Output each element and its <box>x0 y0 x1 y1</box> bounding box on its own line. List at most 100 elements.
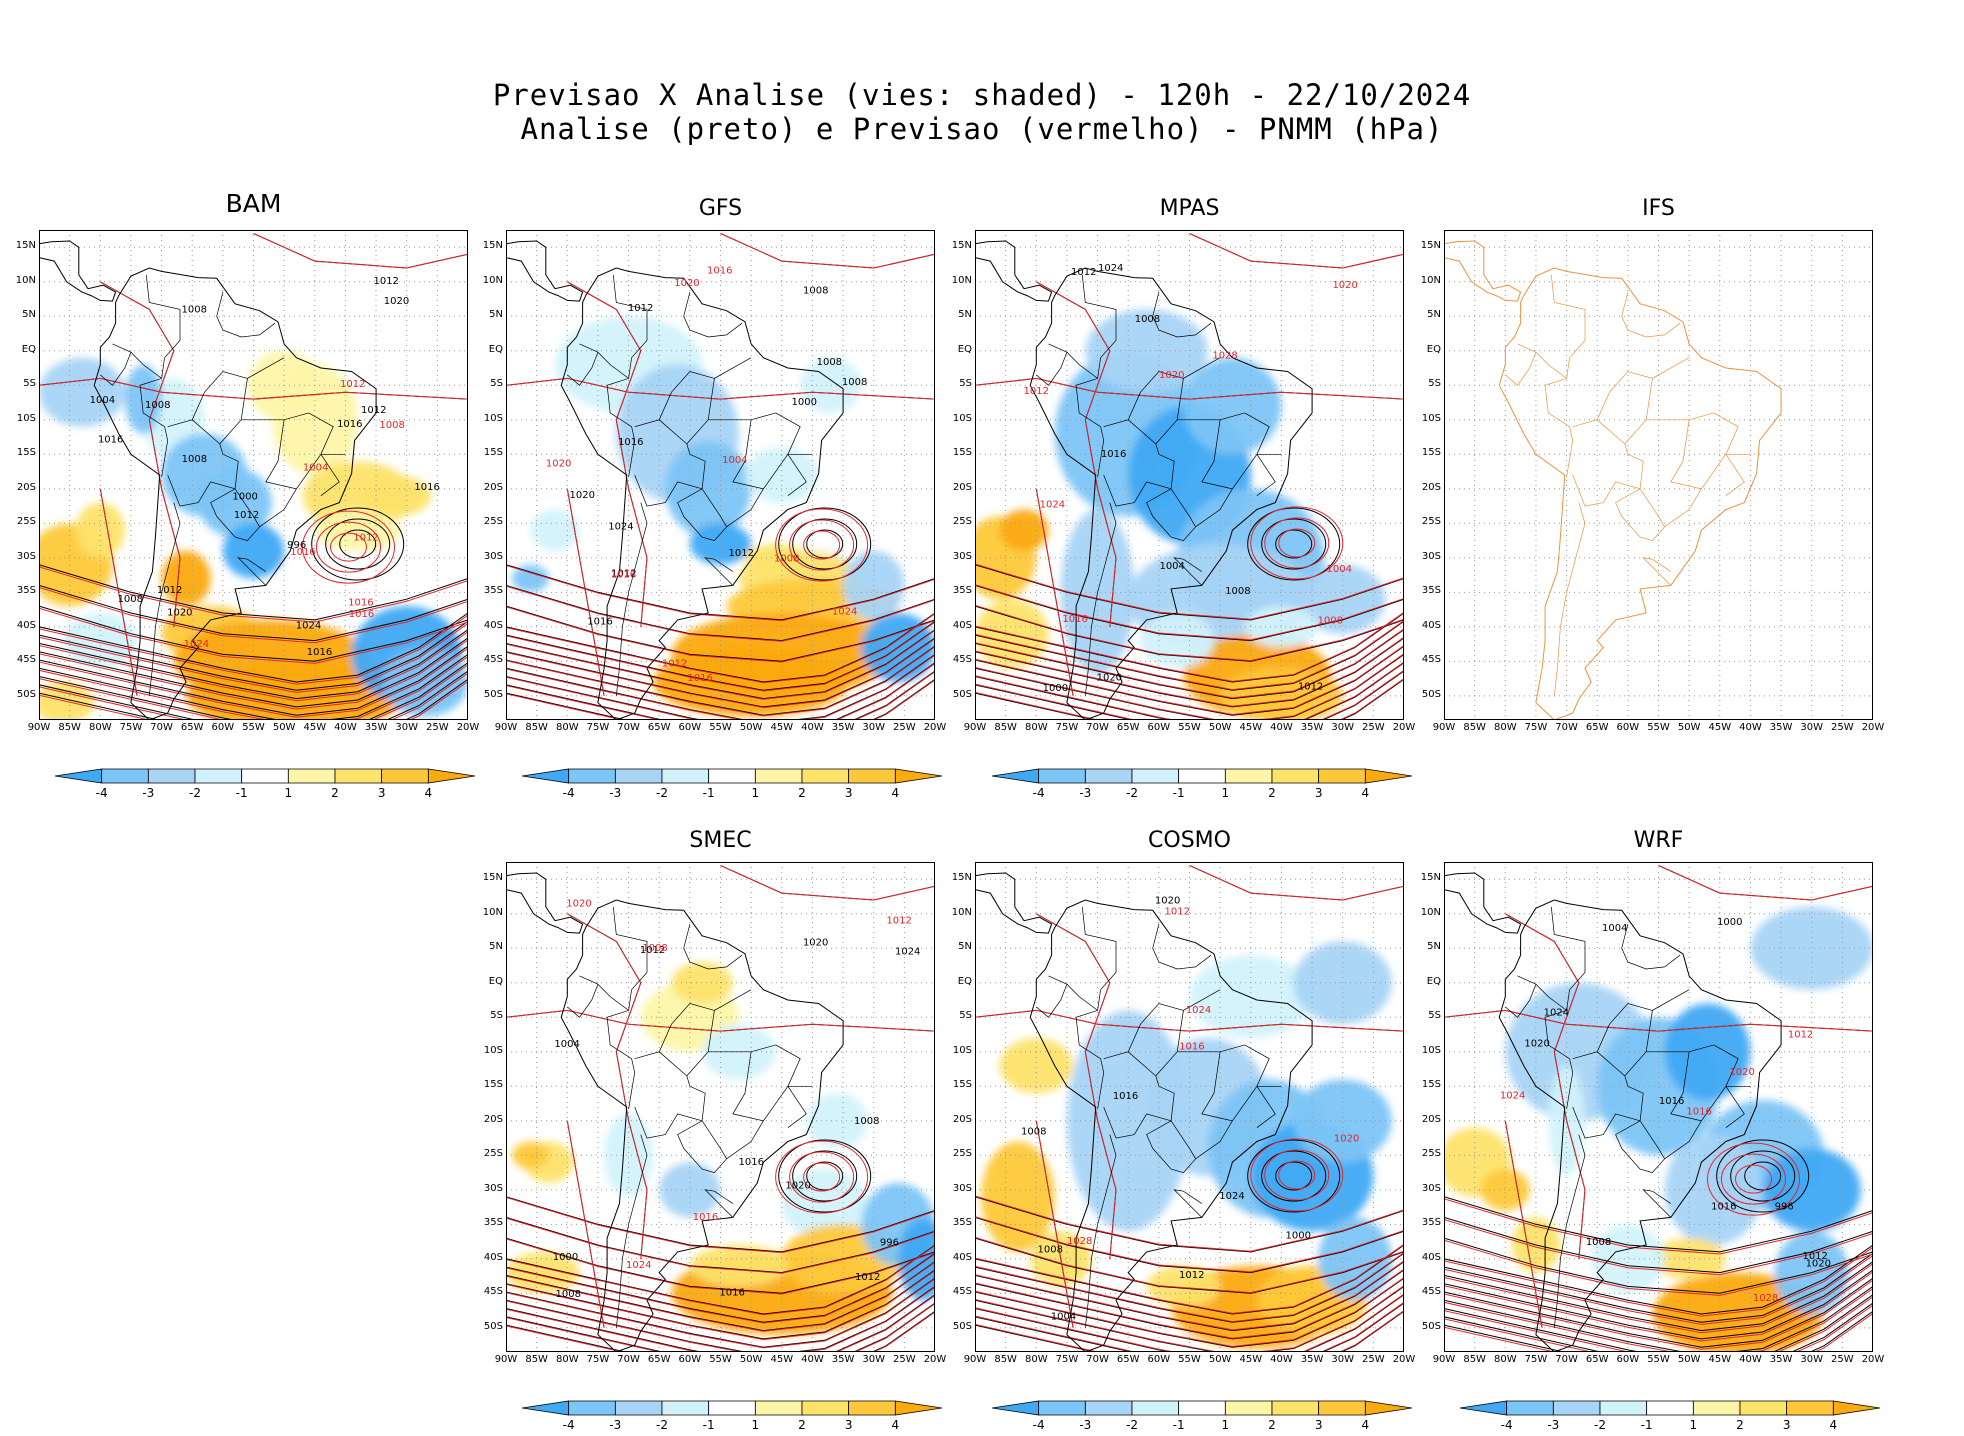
contour-label: 1016 <box>1711 1202 1736 1213</box>
lat-tick-label: 45S <box>483 654 503 666</box>
lat-tick-label: 5S <box>490 378 503 390</box>
contour-label: 1012 <box>886 916 911 927</box>
colorbar-label: 3 <box>844 1418 853 1432</box>
contour-label: 1024 <box>1219 1191 1244 1202</box>
colorbar-label: -1 <box>235 786 248 800</box>
contour-label: 1020 <box>803 937 828 948</box>
lat-tick-label: 15N <box>951 240 972 252</box>
bias-patch-1 <box>671 962 733 1004</box>
bias-patch-8 <box>1480 1169 1530 1211</box>
map-canvas-wrf: 1016101210081016102010241004100099610201… <box>1444 862 1873 1352</box>
colorbar-swatch-7 <box>1786 1400 1834 1416</box>
contour-label: 1020 <box>1806 1258 1831 1269</box>
colorbar-label: -4 <box>562 786 575 800</box>
colorbar-label: -4 <box>562 1418 575 1432</box>
lat-tick-label: 20S <box>483 481 503 493</box>
lat-tick-label: 10S <box>1421 412 1441 424</box>
lat-tick-label: 50S <box>483 688 503 700</box>
colorbar-swatch-0 <box>55 768 103 784</box>
lat-tick-label: 10N <box>15 274 36 286</box>
colorbar-label: -2 <box>1126 1418 1138 1432</box>
colorbar-label: 4 <box>1361 786 1370 800</box>
lon-tick-label: 85W <box>1463 722 1486 733</box>
colorbar-swatch-7 <box>848 1400 896 1416</box>
map-mpas: 1008 1012 1016 1008 1024 1012 1004 1000 1020 1016… <box>952 230 1415 733</box>
contour-labels: 1016100810121008101210161024101210081000… <box>546 266 867 684</box>
contour-label: 1024 <box>832 606 857 617</box>
lon-tick-label: 20W <box>1861 1354 1885 1365</box>
contour-label: 1008 <box>854 1116 879 1127</box>
lat-tick-label: 15N <box>1420 240 1441 252</box>
colorbar-label: -1 <box>702 786 715 800</box>
lon-tick-label: 40W <box>801 1354 824 1365</box>
lat-tick-label: 10N <box>951 906 972 918</box>
panel-title-wrf: WRF <box>1633 828 1684 853</box>
colorbar-swatch-3 <box>194 768 243 784</box>
lon-tick-label: 25W <box>893 1354 916 1365</box>
colorbar-swatch-4 <box>708 1400 756 1416</box>
lat-tick-label: EQ <box>1426 975 1441 987</box>
colorbar-swatch-2 <box>147 768 196 784</box>
lon-tick-label: 65W <box>647 1354 671 1365</box>
colorbar-gfs: -4 -3 -2 -1 1 2 3 4 <box>522 768 942 804</box>
lon-tick-label: 20W <box>1392 722 1416 733</box>
lat-tick-label: 20S <box>1421 1113 1441 1125</box>
contour-label: 1028 <box>1067 1236 1092 1247</box>
colorbar-mpas: -4 -3 -2 -1 1 2 3 4 <box>992 768 1412 804</box>
colorbar-swatch-8 <box>894 768 942 784</box>
bias-patch-9 <box>975 599 1049 669</box>
lon-tick-label: 90W <box>494 722 518 733</box>
contour-label: 1012 <box>611 568 636 579</box>
lat-tick-label: 20S <box>16 481 36 493</box>
lat-tick-label: 50S <box>1421 688 1441 700</box>
map-frame <box>975 230 1404 720</box>
colorbar-label: -2 <box>656 786 668 800</box>
lat-tick-label: 10S <box>16 412 36 424</box>
panel-title-gfs: GFS <box>698 196 743 221</box>
lon-tick-label: 85W <box>525 722 548 733</box>
colorbar-swatch-6 <box>801 1400 850 1416</box>
figure-subtitle: Analise (preto) e Previsao (vermelho) - … <box>520 112 1444 146</box>
map-ifs: 15N 10N 5N EQ 5S 10S 15S 20S 25S 30S 35S 40S 45S 50S 9… <box>1421 230 1884 733</box>
lon-tick-label: 80W <box>555 722 579 733</box>
contour-label: 1000 <box>1717 917 1742 928</box>
colorbar-swatch-2 <box>1552 1400 1601 1416</box>
lat-tick-label: 30S <box>1421 1182 1441 1194</box>
map-frame <box>975 862 1404 1352</box>
panel-mpas: MPAS 1008 1012 1016 1008 1024 1012 1004 1000 1020… <box>936 196 1416 733</box>
contour-label: 1008 <box>1225 586 1250 597</box>
lat-tick-label: 45S <box>952 654 972 666</box>
lon-tick-label: 90W <box>963 722 987 733</box>
contour-label: 996 <box>1775 1202 1794 1213</box>
contour-label: 1012 <box>728 548 753 559</box>
colorbar-label: 2 <box>798 1418 806 1432</box>
lon-tick-label: 80W <box>555 1354 579 1365</box>
contour-label: 1028 <box>1212 350 1237 361</box>
colorbar-label: 1 <box>284 786 293 800</box>
colorbar-label: -2 <box>189 786 201 800</box>
lat-tick-label: 35S <box>1421 585 1441 597</box>
lat-tick-label: 30S <box>1421 550 1441 562</box>
lat-tick-label: 50S <box>952 688 972 700</box>
lat-tick-label: 30S <box>483 1182 503 1194</box>
coastline <box>39 240 377 720</box>
lat-tick-label: 40S <box>1421 1251 1441 1263</box>
lon-tick-label: 35W <box>1769 1354 1793 1365</box>
lat-tick-label: 5S <box>1428 378 1441 390</box>
lat-tick-label: EQ <box>957 343 972 355</box>
lon-tick-label: 20W <box>456 722 480 733</box>
colorbar-label: 2 <box>1736 1418 1744 1432</box>
contour-label: 1012 <box>662 659 687 670</box>
contour-label: 1016 <box>1686 1107 1711 1118</box>
colorbar-swatch-1 <box>1038 768 1086 784</box>
colorbar-swatch-4 <box>1646 1400 1694 1416</box>
contour-label: 1008 <box>379 420 404 431</box>
coastline <box>975 240 1313 720</box>
contour-label: 1020 <box>785 1181 810 1192</box>
lat-tick-label: 5S <box>959 378 972 390</box>
contour-label: 1008 <box>1586 1237 1611 1248</box>
bias-patch-14 <box>506 1251 580 1294</box>
colorbar-swatch-3 <box>661 768 710 784</box>
bias-patch-13 <box>1146 1265 1221 1308</box>
colorbar-label: 4 <box>891 786 900 800</box>
